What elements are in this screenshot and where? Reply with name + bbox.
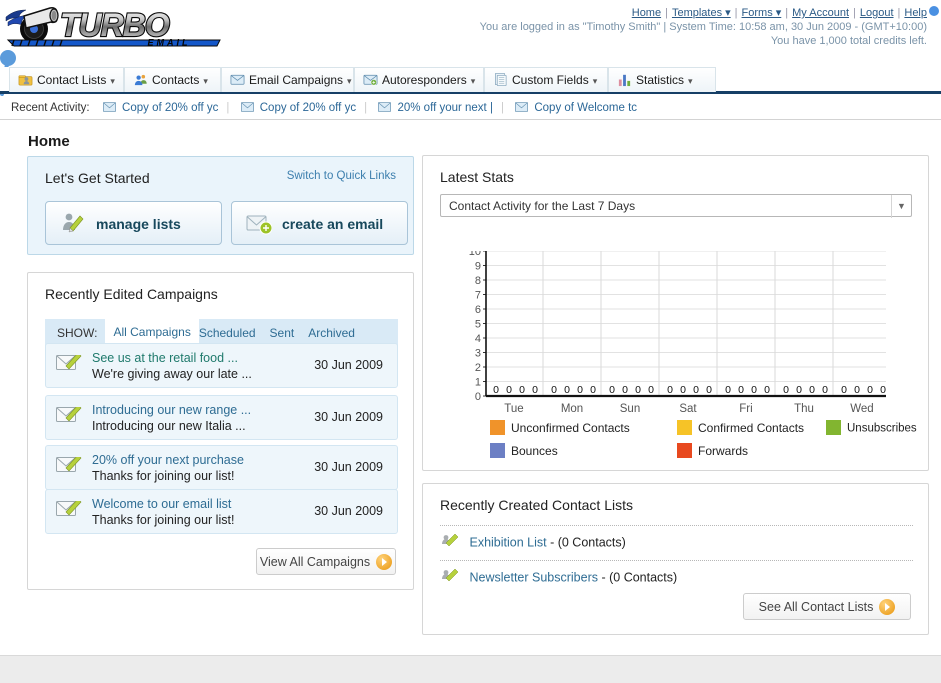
svg-text:7: 7 [475,290,481,302]
svg-text:Fri: Fri [739,403,752,415]
svg-text:0: 0 [667,384,673,396]
svg-text:0: 0 [764,384,770,396]
svg-text:0: 0 [841,384,847,396]
svg-text:0: 0 [783,384,789,396]
svg-text:0: 0 [532,384,538,396]
svg-text:6: 6 [475,304,481,316]
svg-text:0: 0 [564,384,570,396]
svg-text:0: 0 [622,384,628,396]
svg-text:0: 0 [706,384,712,396]
svg-text:0: 0 [493,384,499,396]
svg-text:0: 0 [796,384,802,396]
svg-text:Mon: Mon [561,403,583,415]
svg-text:0: 0 [506,384,512,396]
svg-text:0: 0 [867,384,873,396]
svg-text:0: 0 [648,384,654,396]
svg-text:2: 2 [475,362,481,374]
svg-text:0: 0 [854,384,860,396]
svg-text:9: 9 [475,261,481,273]
svg-text:0: 0 [693,384,699,396]
svg-text:0: 0 [609,384,615,396]
svg-text:3: 3 [475,348,481,360]
svg-text:0: 0 [738,384,744,396]
svg-text:EMAIL: EMAIL [148,38,191,48]
svg-text:0: 0 [725,384,731,396]
svg-text:4: 4 [475,333,481,345]
svg-text:1: 1 [475,377,481,389]
svg-text:Sun: Sun [620,403,640,415]
svg-text:0: 0 [751,384,757,396]
svg-text:0: 0 [475,391,481,403]
svg-text:0: 0 [680,384,686,396]
svg-text:Sat: Sat [679,403,697,415]
svg-text:0: 0 [822,384,828,396]
svg-text:0: 0 [635,384,641,396]
svg-text:0: 0 [880,384,886,396]
svg-text:5: 5 [475,319,481,331]
svg-text:0: 0 [551,384,557,396]
svg-text:0: 0 [809,384,815,396]
svg-text:10: 10 [469,251,481,258]
svg-text:8: 8 [475,275,481,287]
svg-text:0: 0 [577,384,583,396]
svg-text:Thu: Thu [794,403,814,415]
svg-text:0: 0 [590,384,596,396]
svg-text:Tue: Tue [504,403,523,415]
svg-text:Wed: Wed [850,403,873,415]
svg-text:0: 0 [519,384,525,396]
